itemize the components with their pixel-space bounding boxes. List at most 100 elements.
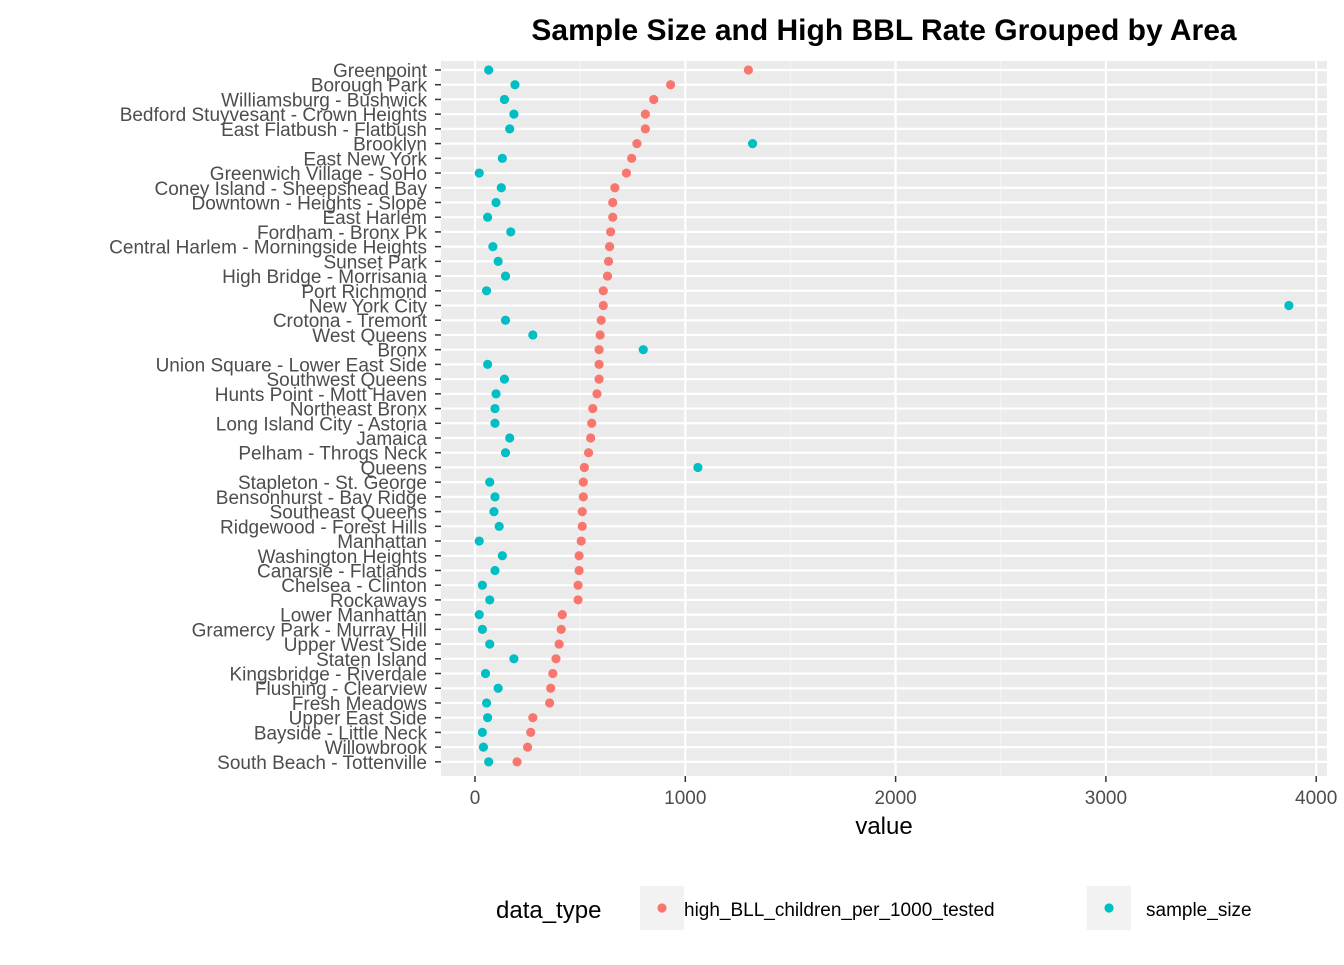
data-point (490, 492, 500, 502)
legend-key-point (1104, 903, 1114, 913)
y-tick-label: Bedford Stuyvesant - Crown Heights (120, 105, 427, 126)
y-tick-label: Bronx (377, 341, 427, 362)
data-point (485, 639, 495, 649)
data-point (588, 403, 598, 414)
data-point (587, 418, 597, 428)
series-high_BLL_children_per_1000_tested (512, 65, 753, 767)
chart-title: Sample Size and High BBL Rate Grouped by… (531, 14, 1236, 47)
y-tick-label: Greenpoint (333, 61, 428, 82)
data-point (743, 65, 753, 75)
data-point (577, 521, 587, 531)
legend-key-point (657, 903, 667, 913)
data-point (491, 389, 501, 399)
data-point (483, 713, 493, 723)
data-point (489, 507, 499, 517)
data-point (545, 698, 555, 708)
y-tick-label: Northeast Bronx (290, 400, 428, 421)
data-point (500, 315, 511, 325)
plot-panel (441, 61, 1327, 776)
y-tick-label: High Bridge - Morrisania (222, 267, 427, 288)
data-point (496, 183, 506, 193)
data-point (578, 492, 588, 502)
y-tick-label: Stapleton - St. George (238, 473, 427, 494)
data-point (579, 462, 589, 473)
y-tick-label: Sunset Park (324, 252, 428, 273)
data-point (500, 448, 511, 458)
data-point (576, 536, 586, 546)
data-point (621, 168, 632, 178)
data-point (485, 477, 495, 487)
y-tick-label: Chelsea - Clinton (281, 576, 427, 597)
y-tick-label: Crotona - Tremont (273, 311, 428, 332)
data-point (583, 448, 594, 458)
x-tick-label: 3000 (1085, 788, 1127, 809)
y-tick-label: Bensonhurst - Bay Ridge (216, 488, 427, 509)
legend-items: high_BLL_children_per_1000_tested sample_… (640, 886, 1252, 930)
x-axis-label: value (855, 813, 912, 840)
data-point (506, 227, 516, 237)
data-point (640, 124, 650, 134)
data-point (512, 757, 522, 767)
data-point (598, 286, 608, 296)
x-tick-label: 4000 (1295, 788, 1337, 809)
y-tick-label: New York City (309, 297, 428, 318)
data-point (505, 433, 515, 443)
data-point (632, 139, 642, 149)
y-tick-label: Downtown - Heights - Slope (192, 193, 428, 214)
y-tick-label: Gramercy Park - Murray Hill (192, 620, 427, 641)
x-axis: 0 1000 2000 3000 4000 (470, 776, 1337, 809)
data-point (586, 433, 596, 443)
y-tick-label: Manhattan (337, 532, 427, 553)
y-tick-label: Port Richmond (301, 282, 427, 303)
data-point (577, 507, 587, 517)
data-point (477, 727, 487, 738)
data-point (574, 565, 584, 576)
legend-label: high_BLL_children_per_1000_tested (684, 900, 995, 921)
data-point (594, 359, 604, 369)
data-point (494, 521, 504, 531)
data-point (478, 742, 489, 752)
data-point (505, 124, 515, 134)
data-point (485, 595, 495, 605)
data-point (592, 389, 602, 399)
data-point (640, 109, 650, 119)
data-point (528, 330, 538, 340)
data-point (484, 757, 494, 767)
data-point (546, 683, 556, 693)
y-tick-label: Queens (360, 458, 427, 479)
y-tick-label: Fresh Meadows (292, 694, 427, 715)
y-tick-label: Washington Heights (258, 547, 427, 568)
data-point (638, 345, 648, 355)
data-point (477, 624, 487, 634)
data-point (497, 153, 507, 163)
data-point (491, 197, 501, 208)
data-point (481, 286, 492, 296)
data-point (573, 580, 583, 590)
y-tick-label: Central Harlem - Morningside Heights (109, 238, 427, 259)
data-point (548, 668, 558, 679)
data-point (522, 742, 533, 752)
data-point (578, 477, 588, 487)
y-tick-label: East Flatbush - Flatbush (221, 120, 427, 141)
y-tick-label: Staten Island (316, 650, 427, 671)
y-tick-label: Lower Manhattan (280, 606, 427, 627)
data-point (574, 551, 584, 561)
y-tick-label: Williamsburg - Bushwick (221, 90, 427, 111)
data-point (557, 610, 567, 620)
y-tick-label: West Queens (312, 326, 427, 347)
data-point (627, 153, 637, 163)
data-point (484, 65, 494, 75)
y-tick-label: Upper West Side (284, 635, 427, 656)
data-point (483, 359, 493, 369)
y-tick-label: Kingsbridge - Riverdale (230, 665, 428, 686)
data-point (509, 654, 519, 664)
y-tick-label: South Beach - Tottenville (217, 753, 427, 774)
data-point (474, 536, 484, 546)
y-tick-label: Southeast Queens (270, 503, 427, 524)
y-tick-label: Pelham - Throgs Neck (238, 444, 427, 465)
data-point (594, 374, 604, 384)
y-tick-label: Bayside - Little Neck (254, 723, 428, 744)
data-point (610, 183, 620, 193)
data-point (528, 713, 538, 723)
